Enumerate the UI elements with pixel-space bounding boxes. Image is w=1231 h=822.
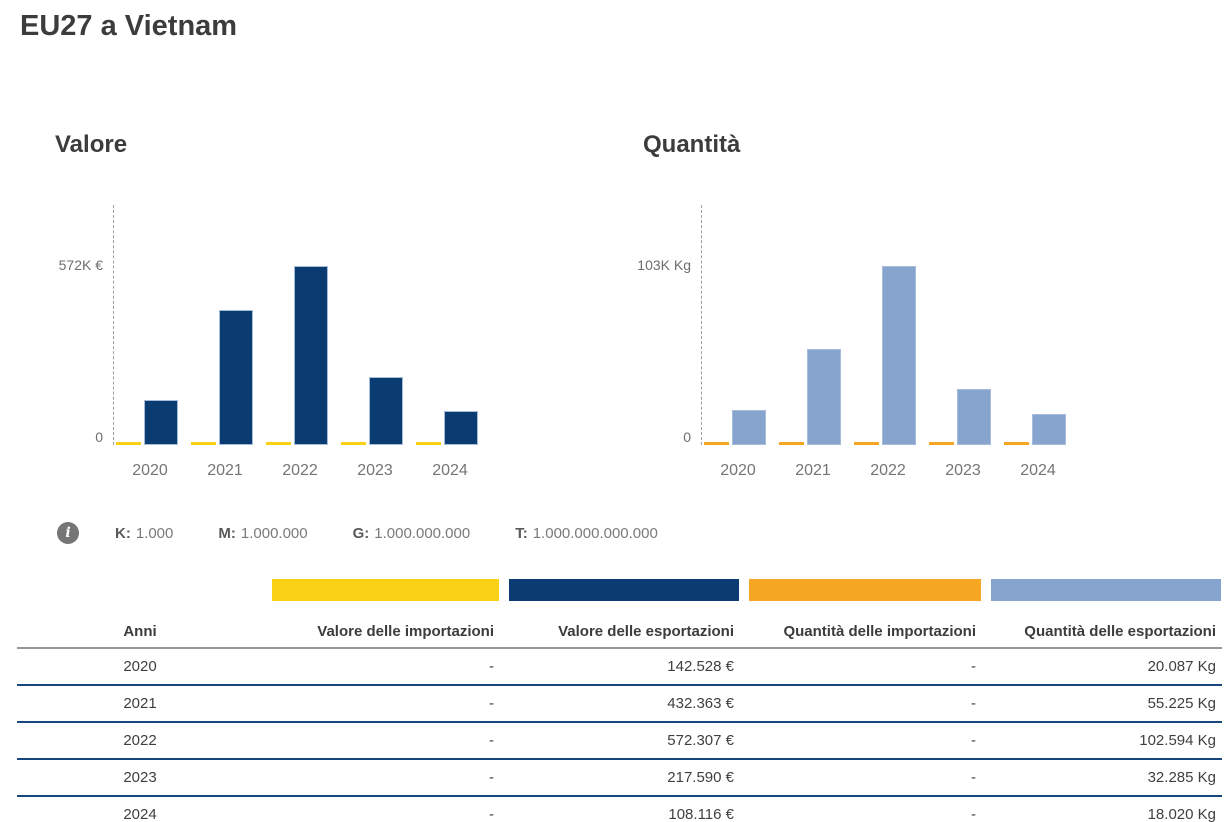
- unit-scale-item: M: 1.000.000: [218, 524, 308, 542]
- x-axis-label: 2021: [207, 462, 243, 479]
- import-zero-mark: [416, 442, 441, 445]
- y-axis-zero-label: 0: [95, 429, 103, 445]
- value-cell: 20.087 Kg: [1147, 658, 1216, 675]
- table-row: 2023 - 217.590 € - 32.285 Kg: [17, 760, 1222, 797]
- x-axis-label: 2023: [945, 462, 981, 479]
- import-zero-mark: [779, 442, 804, 445]
- page-title: EU27 a Vietnam: [20, 10, 238, 42]
- value-cell: 432.363 €: [667, 695, 734, 712]
- value-cell: -: [489, 806, 494, 822]
- year-cell: 2020: [123, 658, 157, 675]
- export-bar: [369, 377, 403, 445]
- value-cell: 217.590 €: [667, 769, 734, 786]
- y-axis-line: [113, 205, 114, 445]
- export-qty-swatch: [991, 579, 1221, 601]
- import-zero-mark: [854, 442, 879, 445]
- export-value-swatch: [509, 579, 739, 601]
- x-axis-label: 2024: [1020, 462, 1056, 479]
- legend-cell: [500, 579, 740, 601]
- unit-scale-item: T: 1.000.000.000.000: [515, 524, 658, 542]
- export-bar: [882, 266, 916, 445]
- y-axis-line: [701, 205, 702, 445]
- column-header-export-value: Valore delle esportazioni: [558, 622, 734, 640]
- quantity-chart-plot: 103K Kg 0 2020 2021 2022 2023 2024: [637, 205, 1188, 479]
- value-cell: -: [971, 658, 976, 675]
- x-axis-label: 2022: [870, 462, 906, 479]
- unit-scale-item: K: 1.000: [115, 524, 174, 542]
- unit-scale-item: G: 1.000.000.000: [352, 524, 471, 542]
- table-row: 2024 - 108.116 € - 18.020 Kg: [17, 797, 1222, 822]
- quantity-chart-title: Quantità: [643, 131, 741, 158]
- column-header-import-qty: Quantità delle importazioni: [783, 622, 976, 640]
- column-header-anni: Anni: [123, 622, 157, 640]
- value-cell: -: [489, 732, 494, 749]
- value-chart: Valore 572K € 0 2020 2021 2022 2023 2024: [55, 131, 600, 511]
- value-chart-plot: 572K € 0 2020 2021 2022 2023 2024: [55, 205, 600, 479]
- export-bar: [144, 400, 178, 445]
- x-axis-label: 2020: [720, 462, 756, 479]
- x-axis-label: 2023: [357, 462, 393, 479]
- import-qty-swatch: [749, 579, 981, 601]
- import-zero-mark: [341, 442, 366, 445]
- legend-cell: [982, 579, 1222, 601]
- export-bar: [219, 310, 253, 445]
- column-header-export-qty: Quantità delle esportazioni: [1024, 622, 1216, 640]
- value-cell: 32.285 Kg: [1147, 769, 1216, 786]
- x-axis-label: 2024: [432, 462, 468, 479]
- value-cell: -: [971, 732, 976, 749]
- export-bar: [732, 410, 766, 445]
- unit-scale-items: K: 1.000 M: 1.000.000 G: 1.000.000.000 T: 1.000…: [115, 525, 703, 542]
- table-row: 2022 - 572.307 € - 102.594 Kg: [17, 723, 1222, 760]
- import-zero-mark: [191, 442, 216, 445]
- quantity-chart: Quantità 103K Kg 0 2020 2021 2022 2023 2024: [637, 131, 1188, 511]
- value-cell: 142.528 €: [667, 658, 734, 675]
- table-row: 2021 - 432.363 € - 55.225 Kg: [17, 686, 1222, 723]
- x-axis-label: 2020: [132, 462, 168, 479]
- value-cell: 55.225 Kg: [1147, 695, 1216, 712]
- info-icon[interactable]: i: [57, 522, 79, 544]
- value-cell: -: [971, 695, 976, 712]
- value-cell: 572.307 €: [667, 732, 734, 749]
- import-value-swatch: [272, 579, 499, 601]
- import-zero-mark: [1004, 442, 1029, 445]
- value-cell: 18.020 Kg: [1147, 806, 1216, 822]
- x-axis-label: 2021: [795, 462, 831, 479]
- value-cell: -: [489, 658, 494, 675]
- import-zero-mark: [116, 442, 141, 445]
- export-bar: [294, 266, 328, 445]
- year-cell: 2021: [123, 695, 157, 712]
- y-axis-max-label: 572K €: [58, 257, 103, 273]
- import-zero-mark: [704, 442, 729, 445]
- export-bar: [444, 411, 478, 445]
- table-header-row: Anni Valore delle importazioni Valore de…: [17, 601, 1222, 649]
- import-zero-mark: [929, 442, 954, 445]
- y-axis-max-label: 103K Kg: [637, 257, 691, 273]
- unit-scale-legend: i K: 1.000 M: 1.000.000 G: 1.000.000.000 T: 1.0…: [57, 522, 703, 544]
- table-legend-row: [17, 579, 1222, 601]
- value-cell: -: [489, 769, 494, 786]
- year-cell: 2024: [123, 806, 157, 822]
- legend-spacer: [17, 579, 263, 601]
- value-cell: -: [971, 806, 976, 822]
- x-axis-label: 2022: [282, 462, 318, 479]
- legend-cell: [740, 579, 982, 601]
- value-cell: -: [489, 695, 494, 712]
- import-zero-mark: [266, 442, 291, 445]
- year-cell: 2023: [123, 769, 157, 786]
- value-cell: 108.116 €: [668, 806, 734, 822]
- export-bar: [807, 349, 841, 445]
- column-header-import-value: Valore delle importazioni: [317, 622, 494, 640]
- year-cell: 2022: [123, 732, 157, 749]
- value-cell: -: [971, 769, 976, 786]
- export-bar: [957, 389, 991, 445]
- data-table: Anni Valore delle importazioni Valore de…: [17, 579, 1222, 822]
- y-axis-zero-label: 0: [683, 429, 691, 445]
- value-cell: 102.594 Kg: [1139, 732, 1216, 749]
- table-row: 2020 - 142.528 € - 20.087 Kg: [17, 649, 1222, 686]
- legend-cell: [263, 579, 500, 601]
- value-chart-title: Valore: [55, 131, 128, 158]
- export-bar: [1032, 414, 1066, 445]
- table-body: 2020 - 142.528 € - 20.087 Kg 2021 - 432.363 € - 5…: [17, 649, 1222, 822]
